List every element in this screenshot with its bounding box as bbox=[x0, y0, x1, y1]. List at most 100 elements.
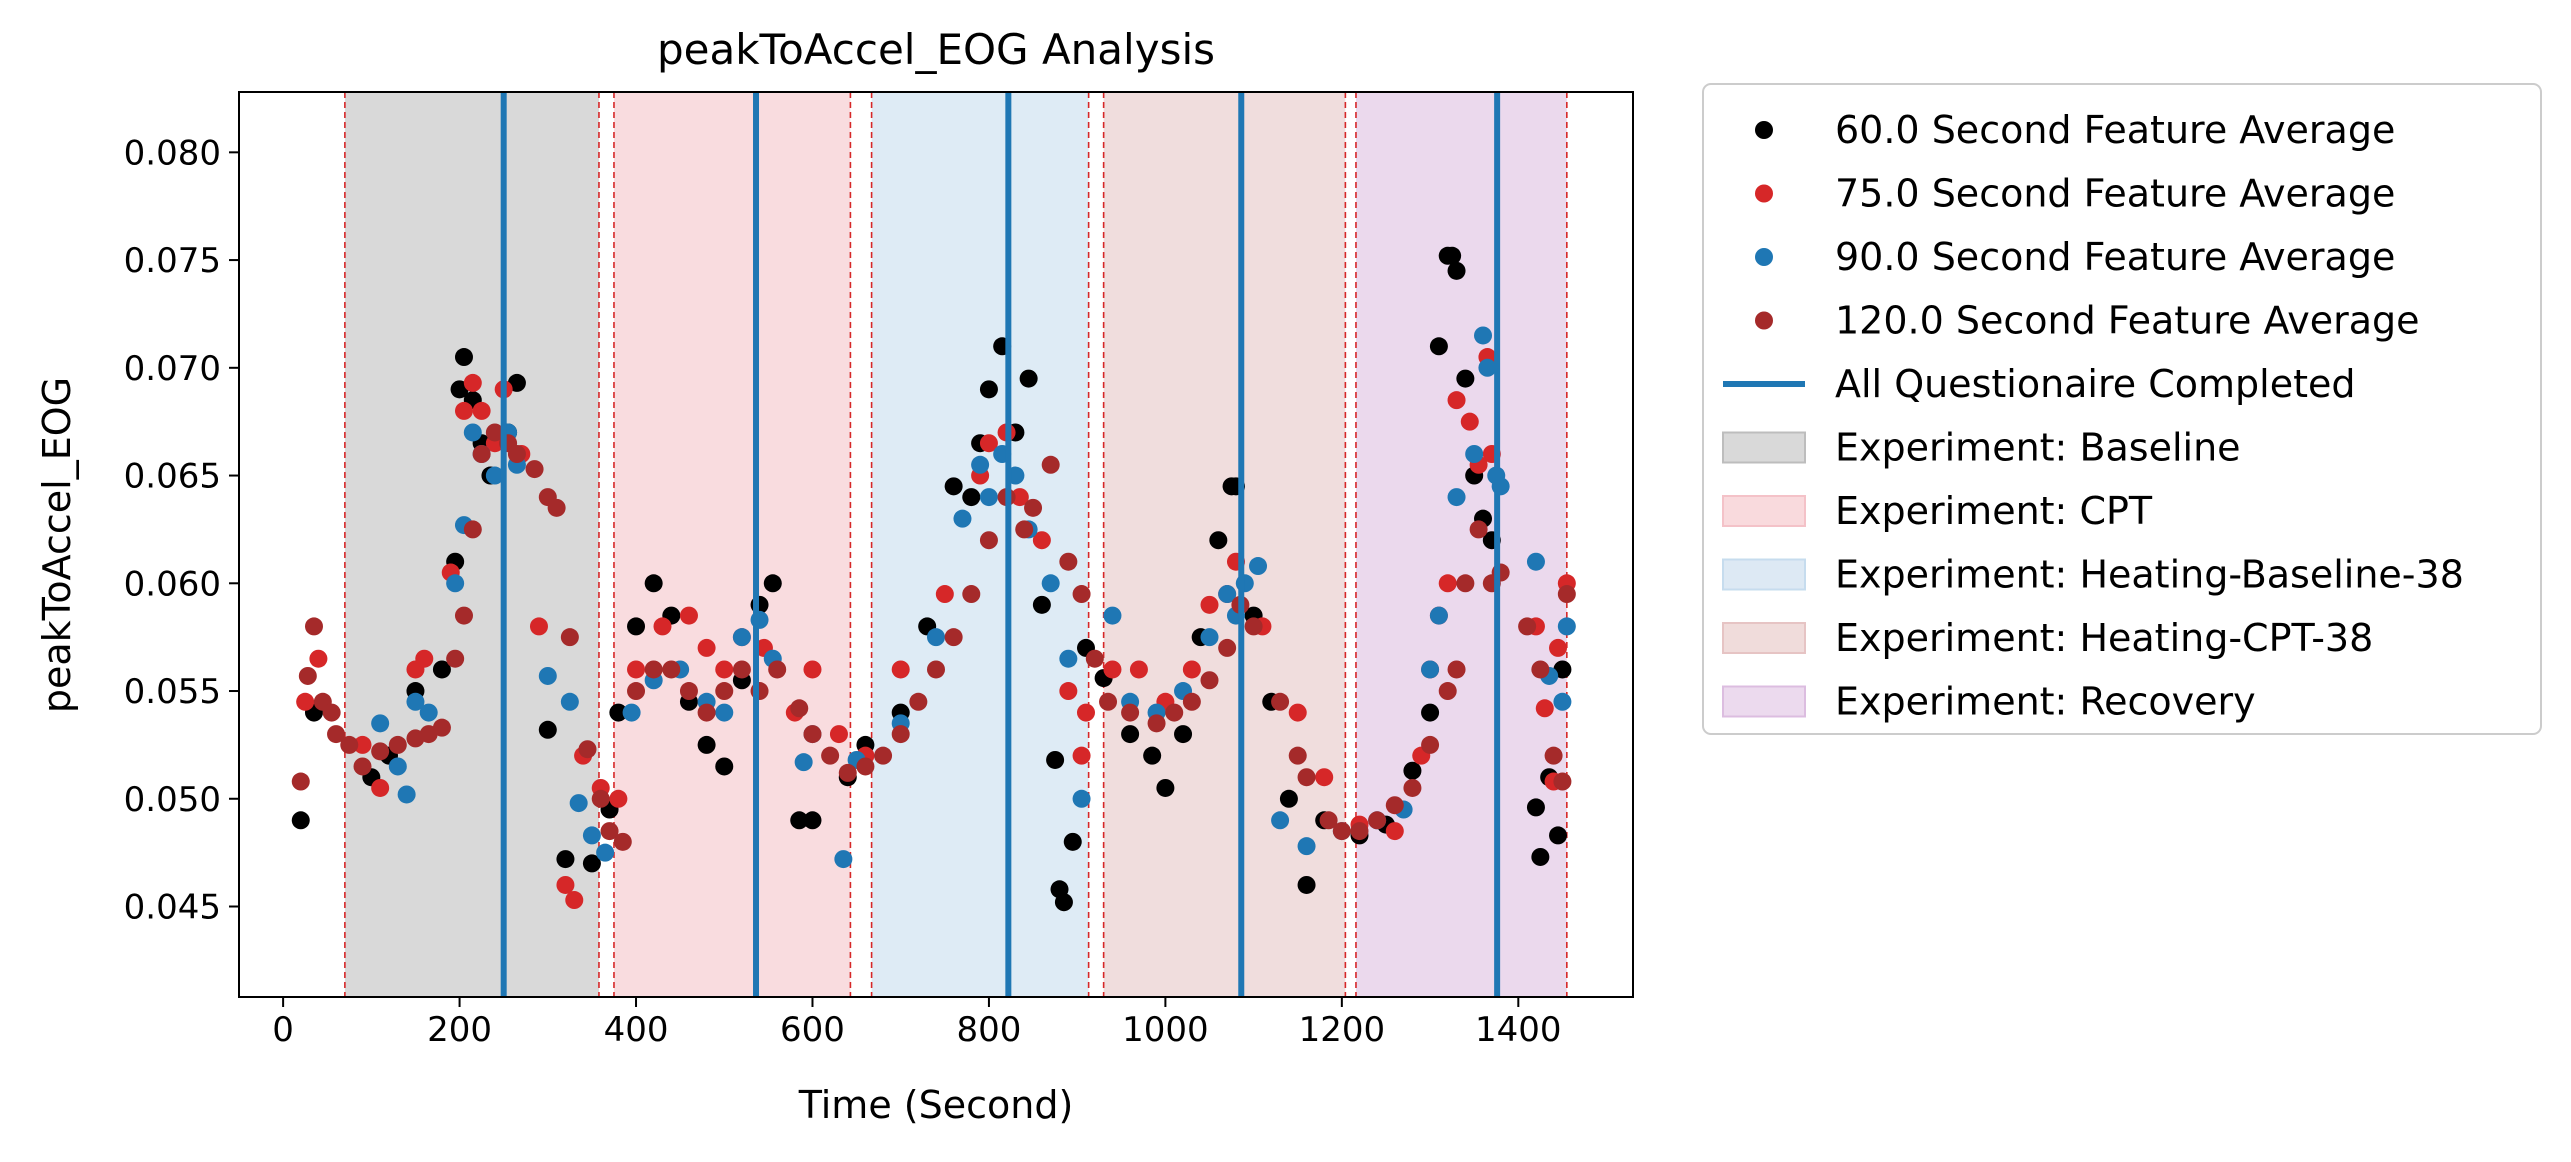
legend-patch-region-0 bbox=[1722, 431, 1806, 464]
point-s1-57 bbox=[1460, 412, 1479, 431]
region-1 bbox=[613, 92, 851, 997]
y-tick-label-7: 0.080 bbox=[124, 133, 221, 173]
point-s0-40 bbox=[1019, 369, 1038, 388]
point-s0-45 bbox=[1063, 832, 1082, 851]
point-s1-33 bbox=[979, 434, 998, 453]
point-s2-44 bbox=[1200, 628, 1219, 647]
point-s0-35 bbox=[962, 488, 981, 507]
point-s2-16 bbox=[596, 843, 615, 862]
point-s3-32 bbox=[697, 703, 716, 722]
point-s0-67 bbox=[1443, 246, 1462, 265]
x-tick-label-1: 200 bbox=[427, 1010, 492, 1050]
point-s3-58 bbox=[1147, 714, 1166, 733]
point-s3-2 bbox=[304, 617, 323, 636]
questionnaire-lines-layer bbox=[500, 92, 1501, 997]
legend-label-region-0: Experiment: Baseline bbox=[1835, 426, 2241, 470]
point-s2-50 bbox=[1297, 837, 1316, 856]
point-s3-36 bbox=[768, 660, 787, 679]
point-s3-47 bbox=[962, 585, 981, 604]
point-s0-18 bbox=[609, 703, 628, 722]
point-s3-38 bbox=[803, 725, 822, 744]
point-s1-0 bbox=[296, 692, 315, 711]
y-tick-label-3: 0.060 bbox=[124, 564, 221, 604]
point-s1-40 bbox=[1103, 660, 1122, 679]
point-s3-30 bbox=[662, 660, 681, 679]
point-s1-3 bbox=[371, 778, 390, 797]
point-s3-1 bbox=[298, 666, 317, 685]
point-s3-51 bbox=[1024, 498, 1043, 517]
point-s1-41 bbox=[1129, 660, 1148, 679]
point-s0-69 bbox=[1456, 369, 1475, 388]
y-tick-label-4: 0.065 bbox=[124, 457, 221, 497]
point-s2-1 bbox=[388, 757, 407, 776]
point-s0-74 bbox=[1531, 847, 1550, 866]
point-s1-7 bbox=[454, 401, 473, 420]
point-s1-38 bbox=[1072, 746, 1091, 765]
point-s3-20 bbox=[525, 460, 544, 479]
point-s0-23 bbox=[697, 735, 716, 754]
x-tick-label-7: 1400 bbox=[1475, 1010, 1562, 1050]
point-s3-56 bbox=[1099, 692, 1118, 711]
point-s1-49 bbox=[1315, 768, 1334, 787]
point-s1-30 bbox=[891, 660, 910, 679]
chart-title: peakToAccel_EOG Analysis bbox=[657, 25, 1215, 74]
point-s3-9 bbox=[388, 735, 407, 754]
x-tick-label-0: 0 bbox=[272, 1010, 294, 1050]
legend-frame bbox=[1702, 83, 2542, 735]
point-s3-55 bbox=[1085, 649, 1104, 668]
legend-label-questionnaire: All Questionaire Completed bbox=[1835, 362, 2356, 406]
point-s3-81 bbox=[1518, 617, 1537, 636]
y-tick-label-2: 0.055 bbox=[124, 672, 221, 712]
region-4 bbox=[1355, 92, 1567, 997]
legend-label-region-2: Experiment: Heating-Baseline-38 bbox=[1835, 553, 2464, 597]
point-s3-16 bbox=[472, 445, 491, 463]
point-s2-2 bbox=[397, 785, 416, 804]
point-s3-73 bbox=[1403, 778, 1422, 797]
point-s1-51 bbox=[1385, 822, 1404, 841]
point-s0-41 bbox=[1032, 595, 1051, 614]
point-s2-22 bbox=[732, 628, 751, 647]
point-s2-64 bbox=[1553, 692, 1572, 711]
point-s3-0 bbox=[291, 772, 310, 791]
point-s0-42 bbox=[1046, 750, 1065, 769]
point-s2-45 bbox=[1218, 585, 1237, 604]
point-s3-42 bbox=[874, 746, 893, 765]
point-s0-19 bbox=[627, 617, 646, 636]
point-s2-54 bbox=[1421, 660, 1440, 679]
point-s2-14 bbox=[569, 794, 588, 813]
point-s3-41 bbox=[856, 757, 875, 776]
point-s3-34 bbox=[732, 660, 751, 679]
legend-label-region-3: Experiment: Heating-CPT-38 bbox=[1835, 616, 2373, 660]
point-s1-64 bbox=[1549, 638, 1568, 657]
point-s2-48 bbox=[1249, 557, 1268, 576]
y-tick-label-6: 0.075 bbox=[124, 241, 221, 281]
point-s1-27 bbox=[803, 660, 822, 679]
point-s1-9 bbox=[472, 401, 491, 420]
point-s3-76 bbox=[1447, 660, 1466, 679]
y-tick-label-5: 0.070 bbox=[124, 349, 221, 389]
point-s3-62 bbox=[1218, 638, 1237, 657]
point-s2-37 bbox=[1041, 574, 1060, 593]
point-s3-43 bbox=[891, 725, 910, 744]
point-s3-48 bbox=[979, 531, 998, 550]
point-s0-34 bbox=[944, 477, 963, 496]
point-s3-33 bbox=[715, 682, 734, 701]
point-s1-22 bbox=[697, 638, 716, 657]
point-s2-12 bbox=[538, 666, 557, 685]
point-s3-31 bbox=[679, 682, 698, 701]
point-s0-63 bbox=[1403, 761, 1422, 780]
point-s3-72 bbox=[1385, 796, 1404, 815]
point-s1-19 bbox=[627, 660, 646, 679]
point-s3-67 bbox=[1297, 768, 1316, 787]
point-s3-64 bbox=[1244, 617, 1263, 636]
point-s0-5 bbox=[432, 660, 451, 679]
point-s3-24 bbox=[578, 740, 597, 759]
point-s3-29 bbox=[644, 660, 663, 679]
point-s2-33 bbox=[979, 488, 998, 507]
point-s1-56 bbox=[1447, 391, 1466, 410]
point-s3-46 bbox=[944, 628, 963, 647]
point-s1-1 bbox=[309, 649, 328, 668]
point-s0-16 bbox=[582, 854, 601, 873]
point-s2-15 bbox=[582, 826, 601, 845]
